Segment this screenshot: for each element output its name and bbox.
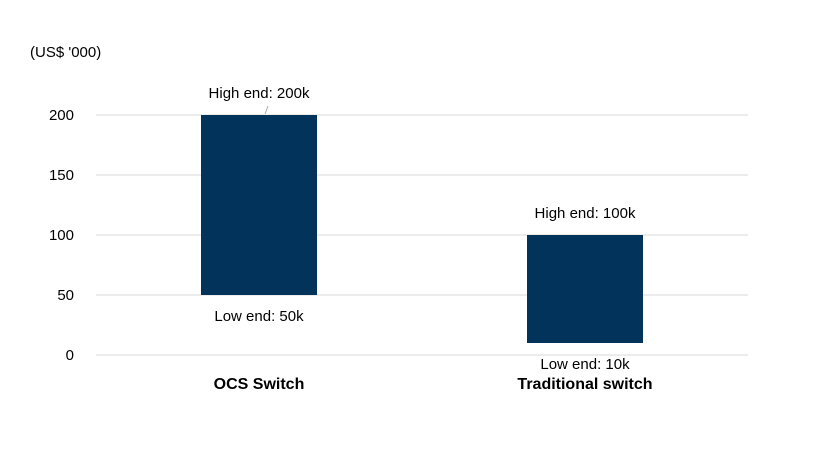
y-tick-label: 50 <box>57 287 74 304</box>
high-end-label: High end: 100k <box>535 205 636 222</box>
y-tick-label: 150 <box>49 167 74 184</box>
bar-traditional-switch <box>527 235 643 343</box>
category-label: Traditional switch <box>517 376 652 393</box>
y-tick-label: 0 <box>66 347 74 364</box>
x-axis-categories: OCS Switch Traditional switch <box>214 376 653 393</box>
y-tick-label: 200 <box>49 107 74 124</box>
bars <box>201 115 643 343</box>
leader-line <box>264 105 269 115</box>
y-tick-label: 100 <box>49 227 74 244</box>
annotations: High end: 200k Low end: 50k High end: 100k… <box>209 85 636 373</box>
low-end-label: Low end: 10k <box>540 356 630 373</box>
category-label: OCS Switch <box>214 376 305 393</box>
y-axis-ticks: 0 50 100 150 200 <box>49 107 74 364</box>
gridlines <box>96 114 748 356</box>
unit-label: (US$ '000) <box>30 44 101 61</box>
low-end-label: Low end: 50k <box>214 308 304 325</box>
bar-ocs-switch <box>201 115 317 295</box>
high-end-label: High end: 200k <box>209 85 310 102</box>
